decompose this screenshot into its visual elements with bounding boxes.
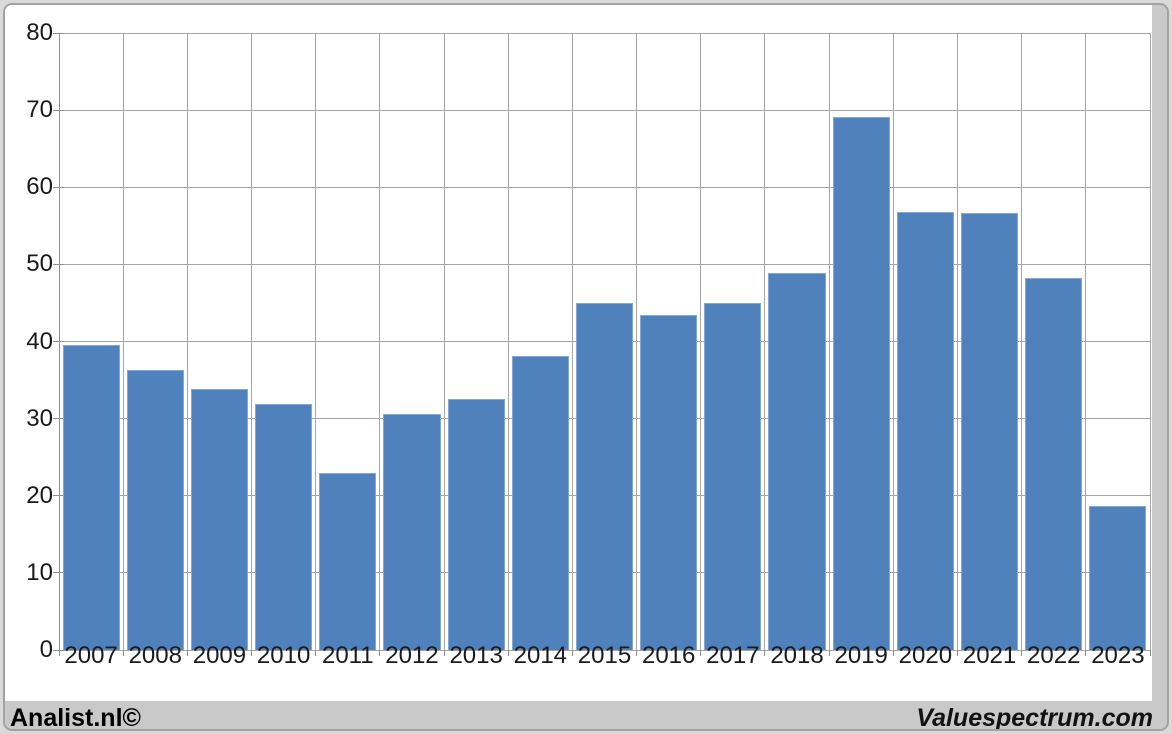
x-tick-8 [571,650,573,656]
gridline-x-2 [186,33,188,650]
bar-2021 [960,212,1019,650]
bar-2014 [511,356,569,650]
x-axis-label-2012: 2012 [385,642,439,669]
footer-brand-valuespectrum: Valuespectrum.com [916,703,1153,731]
y-axis-label-40: 40 [26,327,53,355]
x-tick-0 [58,650,60,656]
bar-2016 [640,314,698,650]
x-axis-label-2019: 2019 [834,642,888,669]
bar-2015 [575,302,634,650]
gridline-x-16 [1085,33,1087,650]
bar-2007 [62,345,120,650]
x-axis-label-2020: 2020 [898,642,953,669]
gridline-x-17 [1149,33,1151,650]
bar-2009 [190,388,249,650]
x-tick-4 [315,650,317,656]
x-axis-label-2016: 2016 [641,642,696,669]
gridline-x-6 [443,33,445,650]
gridline-y-60 [59,186,1150,188]
chart-window: 0 10 20 30 40 50 60 70 80 2007 2008 2009 2010 2011 20… [3,3,1169,731]
footer: Analist.nl© Valuespectrum.com [5,703,1167,731]
x-axis-label-2022: 2022 [1027,642,1081,669]
bar-2011 [319,472,377,650]
gridline-x-14 [956,33,958,650]
x-axis-label-2018: 2018 [770,642,824,669]
gridline-y-50 [59,263,1150,265]
bar-2012 [383,414,441,650]
gridline-x-15 [1021,33,1023,650]
gridline-x-7 [507,33,509,650]
footer-brand-analist: Analist.nl© [10,703,141,731]
x-tick-9 [636,650,638,656]
x-axis-label-2015: 2015 [577,642,632,669]
bar-2019 [832,117,890,650]
x-axis-label-2007: 2007 [64,642,118,669]
x-tick-5 [379,650,381,656]
gridline-x-13 [892,33,894,650]
gridline-y-80 [59,32,1150,34]
x-tick-7 [507,650,509,656]
bar-2018 [768,272,826,650]
y-axis-line [58,33,60,650]
x-tick-16 [1085,650,1087,656]
x-tick-11 [764,650,766,656]
x-axis-label-2013: 2013 [449,642,503,669]
x-axis-label-2023: 2023 [1091,642,1145,669]
y-axis-label-70: 70 [26,96,53,124]
x-tick-17 [1149,650,1151,656]
bar-2017 [704,302,762,650]
gridline-x-8 [571,33,573,650]
x-axis-label-2009: 2009 [192,642,247,669]
y-axis-label-30: 30 [26,404,53,432]
y-axis-label-80: 80 [26,19,53,46]
bar-2013 [447,399,505,650]
x-tick-3 [251,650,253,656]
x-axis-label-2021: 2021 [962,642,1017,669]
x-axis-label-2008: 2008 [128,642,182,669]
x-tick-10 [700,650,702,656]
x-axis-label-2010: 2010 [256,642,311,669]
y-axis-label-0: 0 [39,636,53,663]
gridline-x-11 [764,33,766,650]
bar-2020 [896,211,954,650]
x-axis-label-2014: 2014 [513,642,568,669]
gridline-x-10 [700,33,702,650]
x-tick-14 [956,650,958,656]
gridline-x-9 [636,33,638,650]
gridline-y-70 [59,109,1150,111]
x-tick-2 [186,650,188,656]
x-tick-15 [1021,650,1023,656]
y-axis-label-60: 60 [26,173,53,201]
y-axis-label-10: 10 [26,558,53,586]
gridline-x-4 [315,33,317,650]
x-axis-label-2011: 2011 [321,642,374,669]
x-tick-6 [443,650,445,656]
x-tick-1 [122,650,124,656]
x-tick-12 [828,650,830,656]
bar-2008 [126,370,184,650]
gridline-x-3 [251,33,253,650]
gridline-x-5 [379,33,381,650]
plot-area [53,32,1151,656]
bar-2022 [1025,277,1083,650]
x-axis-label-2017: 2017 [706,642,760,669]
gridline-x-12 [828,33,830,650]
bar-2010 [255,403,313,650]
y-axis-label-50: 50 [26,250,53,278]
x-tick-13 [892,650,894,656]
gridline-y-0 [59,649,1150,651]
gridline-x-1 [122,33,124,650]
chart-area: 0 10 20 30 40 50 60 70 80 2007 2008 2009 2010 2011 20… [5,5,1152,701]
bar-2023 [1089,505,1147,650]
y-axis-label-20: 20 [26,481,53,509]
